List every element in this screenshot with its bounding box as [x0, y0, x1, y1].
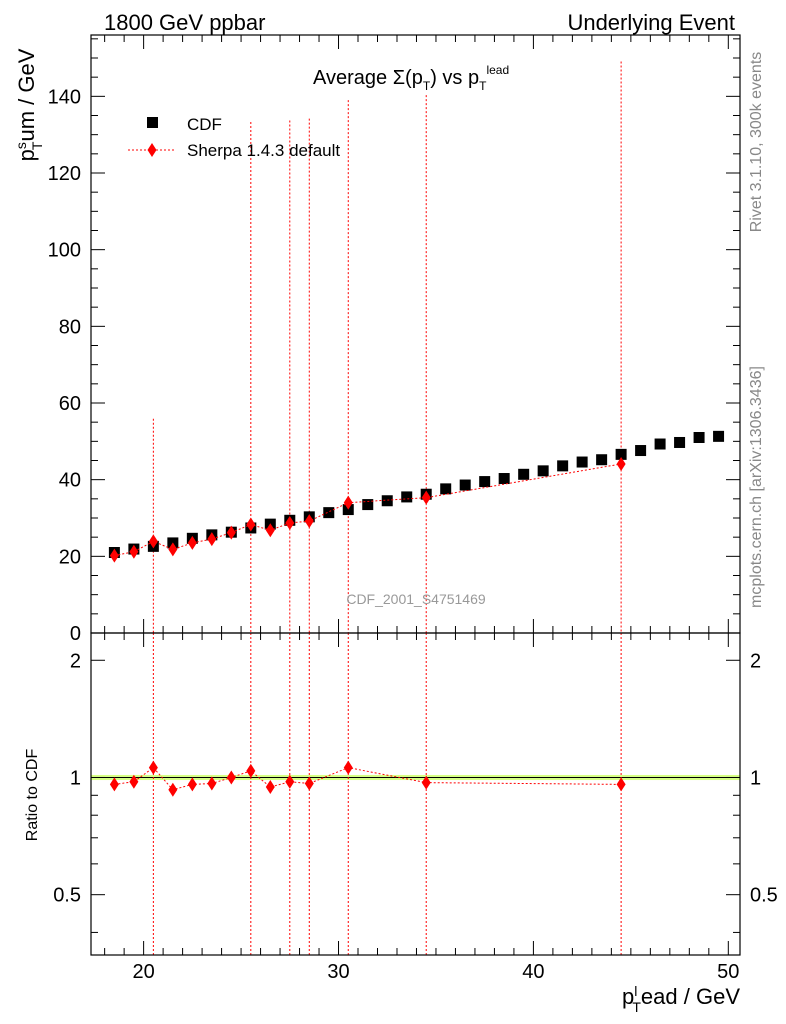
cdf-data-point: [440, 483, 452, 495]
ratio-reference-band: [91, 774, 740, 781]
sherpa-ratio-point: [148, 760, 158, 775]
sherpa-data-point: [421, 490, 431, 505]
cdf-data-point: [713, 430, 725, 442]
sherpa-data-point: [343, 495, 353, 510]
ratio-axis-ticks: [91, 633, 740, 955]
sherpa-ratio-point: [265, 780, 275, 795]
main-error-bars: [152, 61, 622, 633]
cdf-data-point: [615, 448, 627, 460]
main-axis-ticks: [91, 35, 740, 634]
ratio-error-bars: [152, 633, 622, 955]
sherpa-data-point: [265, 523, 275, 538]
x-tick-label: 40: [522, 961, 544, 983]
sherpa-ratio-point: [285, 774, 295, 789]
sherpa-data-point: [285, 515, 295, 530]
y-tick-label: 40: [59, 470, 81, 492]
y-tick-label: 100: [48, 240, 81, 262]
svg-text:Average Σ(pT) vs pTlead: Average Σ(pT) vs pTlead: [313, 63, 509, 93]
sherpa-ratio-point: [187, 777, 197, 792]
rivet-version-label: Rivet 3.1.10, 300k events: [748, 52, 765, 233]
sherpa-data-point: [109, 548, 119, 563]
x-axis-title: pl Tead / GeV: [622, 983, 740, 1015]
ratio-frame: [90, 632, 741, 956]
cdf-data-point: [401, 491, 413, 503]
ratio-plot-panel: 0.5 0.5 1 1 2 2: [53, 632, 778, 956]
sherpa-ratio-point: [343, 760, 353, 775]
cdf-data-point: [537, 465, 549, 477]
sherpa-ratio-point: [421, 775, 431, 790]
main-plot-panel: 0 20 40 60 80 100 120 140 CDF_2001_S4751469 Ave…: [48, 34, 741, 645]
y-tick-label: 120: [48, 163, 81, 185]
sherpa-ratio-line: [114, 766, 622, 791]
sherpa-data-point: [207, 532, 217, 547]
sherpa-ratio-point: [246, 763, 256, 778]
sherpa-data-point: [168, 542, 178, 557]
ratio-y-tick-label-right: 0.5: [750, 885, 778, 907]
cdf-data-point: [596, 454, 608, 466]
cdf-data-point: [557, 460, 569, 472]
ratio-y-tick-labels: 0.5 0.5 1 1 2 2: [53, 650, 778, 906]
cdf-data-point: [693, 432, 705, 443]
ratio-y-tick-label: 0.5: [53, 885, 81, 907]
sherpa-ratio-point: [109, 777, 119, 792]
sherpa-data-point: [246, 517, 256, 532]
sherpa-data-point: [148, 534, 158, 549]
cdf-data-point: [635, 445, 647, 457]
ratio-y-axis-title: Ratio to CDF: [24, 749, 41, 842]
legend-sherpa-label: Sherpa 1.4.3 default: [187, 141, 340, 160]
cdf-data-point: [498, 473, 510, 485]
cdf-data-point: [381, 495, 393, 507]
sherpa-ratio-point: [168, 782, 178, 797]
header-right-label: Underlying Event: [567, 10, 735, 35]
x-tick-label: 50: [717, 961, 739, 983]
x-tick-label: 20: [132, 961, 154, 983]
y-tick-label: 80: [59, 316, 81, 338]
svg-text:psTum / GeV: psTum / GeV: [13, 48, 45, 161]
legend: CDF Sherpa 1.4.3 default: [128, 115, 340, 160]
cdf-data-point: [674, 436, 686, 448]
sherpa-ratio-point: [304, 776, 314, 791]
ratio-y-tick-label-right: 2: [750, 650, 761, 672]
y-tick-label: 60: [59, 393, 81, 415]
sherpa-ratio-point: [129, 774, 139, 789]
plot-title: Average Σ(pT) vs pTlead: [313, 63, 509, 93]
y-tick-label: 0: [70, 623, 81, 645]
cdf-data-point: [479, 476, 491, 488]
ratio-y-tick-label: 1: [70, 767, 81, 789]
cdf-data-point: [654, 438, 666, 450]
mcplots-label: mcplots.cern.ch [arXiv:1306.3436]: [748, 366, 765, 608]
legend-cdf-label: CDF: [187, 115, 222, 134]
sherpa-data-point: [226, 525, 236, 540]
legend-sherpa-marker: [147, 143, 157, 157]
sherpa-data-point: [129, 544, 139, 559]
header-left-label: 1800 GeV ppbar: [104, 10, 265, 35]
cdf-data-point: [459, 479, 471, 491]
sherpa-ratio-point: [226, 770, 236, 785]
main-y-tick-labels: 0 20 40 60 80 100 120 140: [48, 86, 81, 645]
cdf-data-point: [362, 499, 374, 511]
main-y-axis-title: psTum / GeV: [13, 48, 45, 161]
x-tick-labels: 20 30 40 50: [132, 961, 739, 983]
ratio-series-group: [109, 760, 626, 797]
watermark-label: CDF_2001_S4751469: [346, 591, 486, 607]
sherpa-data-point: [187, 535, 197, 550]
main-series-group: [108, 430, 725, 563]
sherpa-ratio-point: [616, 777, 626, 792]
ratio-y-tick-label: 2: [70, 650, 81, 672]
y-tick-label: 140: [48, 86, 81, 108]
sherpa-data-point: [616, 456, 626, 471]
cdf-data-point: [576, 456, 588, 468]
sherpa-data-point: [304, 514, 314, 529]
cdf-data-point: [518, 468, 530, 480]
sherpa-ratio-point: [207, 776, 217, 791]
x-tick-label: 30: [327, 961, 349, 983]
cdf-data-point: [323, 507, 335, 519]
legend-cdf-marker: [147, 117, 158, 128]
ratio-y-tick-label-right: 1: [750, 767, 761, 789]
y-tick-label: 20: [59, 546, 81, 568]
